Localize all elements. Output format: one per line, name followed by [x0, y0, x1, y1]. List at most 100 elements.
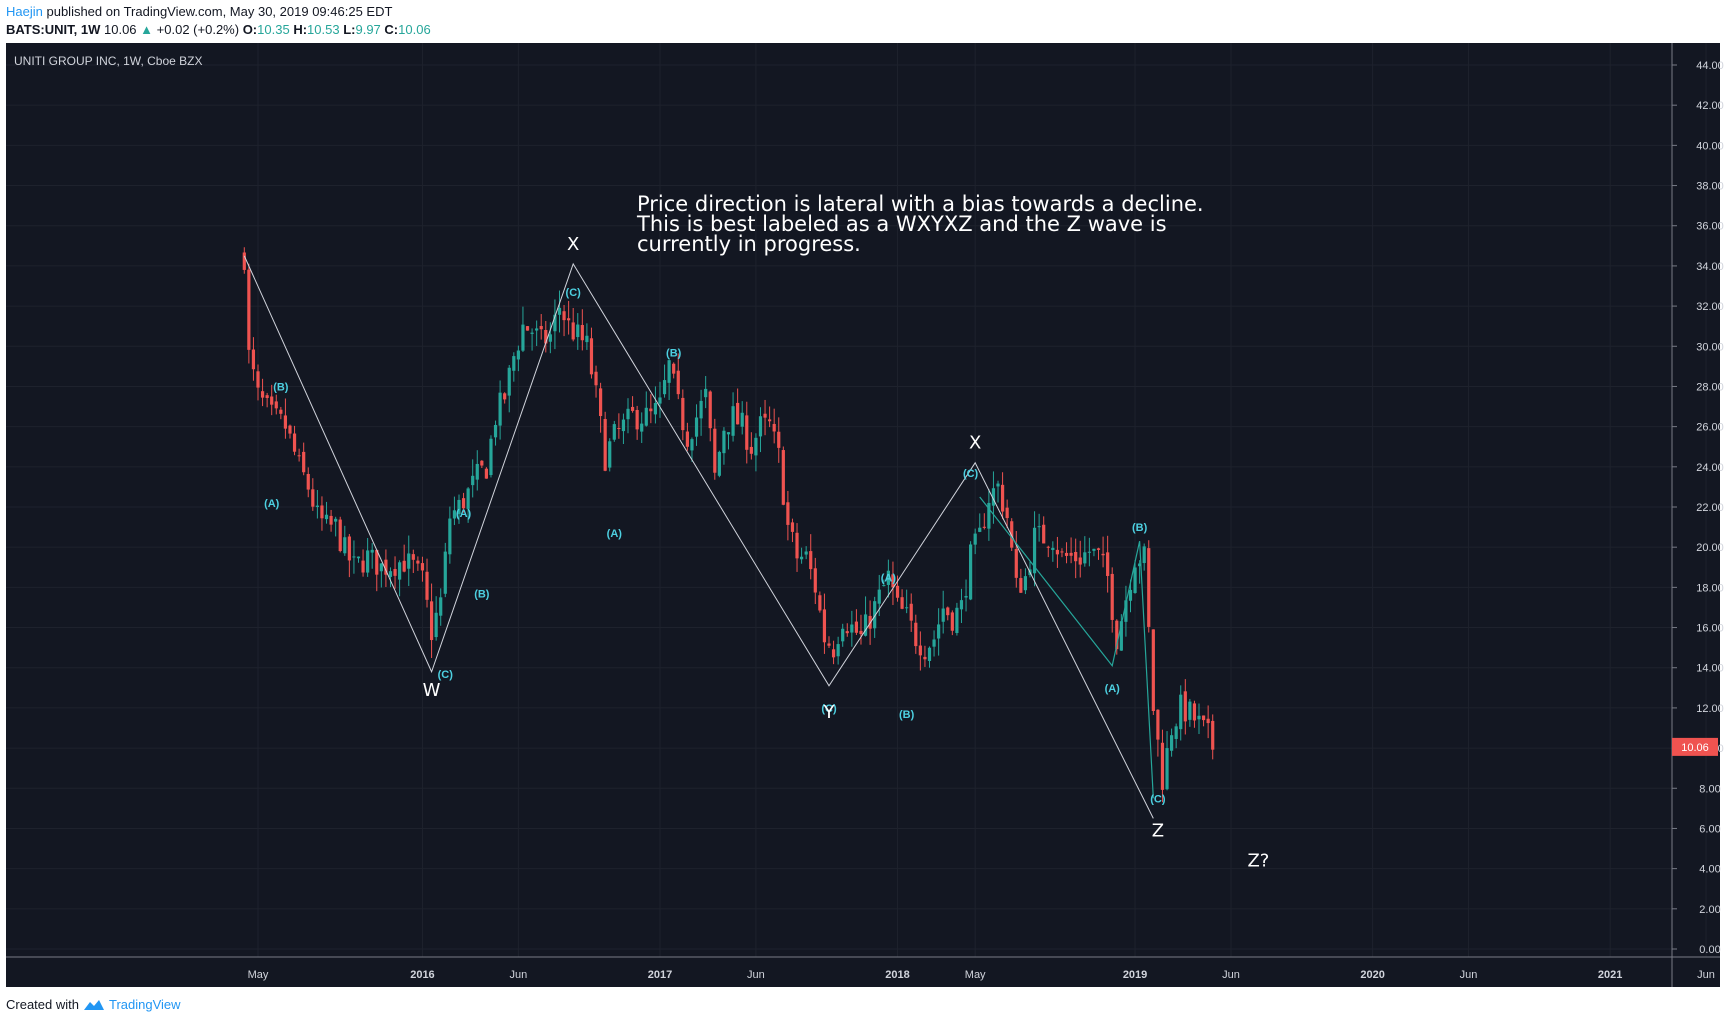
wave-label-large: X: [969, 433, 981, 454]
candle-body: [799, 556, 804, 560]
candle-body: [434, 612, 438, 638]
candle-body: [667, 360, 671, 383]
candle-body: [923, 656, 927, 660]
close-value: 10.06: [398, 22, 431, 37]
candle-body: [429, 601, 434, 641]
candle-body: [425, 571, 429, 600]
open-label: O:: [242, 22, 258, 37]
candle-body: [1032, 527, 1037, 574]
candle-body: [927, 647, 932, 661]
chart-title: UNITI GROUP INC, 1W, Cboe BZX: [14, 54, 202, 68]
candle-body: [1092, 548, 1096, 551]
wave-label-large: Z: [1152, 820, 1164, 841]
candle-body: [685, 431, 689, 447]
candle-body: [548, 334, 552, 342]
candle-body: [448, 518, 452, 555]
x-tick-label: 2016: [410, 969, 434, 981]
candle-body: [557, 307, 562, 315]
wave-label-small: (C): [963, 468, 979, 480]
candle-body: [329, 515, 333, 525]
candle-body: [292, 433, 297, 452]
candle-body: [270, 396, 274, 405]
candle-body: [452, 510, 457, 519]
candle-body: [950, 612, 954, 631]
wave-label-small: (C): [1150, 793, 1166, 805]
x-tick-label: 2018: [885, 969, 909, 981]
candle-body: [544, 329, 548, 344]
x-axis: May 2016 Jun 2017 Jun 2018 May 2019 Jun 2020 Jun 20…: [6, 956, 1720, 981]
candle-body: [1142, 546, 1146, 564]
candle-body: [713, 428, 717, 473]
candle-body: [256, 371, 260, 388]
candle-body: [1096, 548, 1101, 550]
candle-body: [247, 269, 251, 350]
x-tick-label: 2020: [1360, 969, 1384, 981]
publish-info: published on TradingView.com, May 30, 20…: [46, 4, 393, 19]
candle-body: [914, 622, 918, 647]
candle-body: [731, 406, 735, 436]
candle-body: [708, 391, 712, 429]
candle-body: [1165, 748, 1169, 790]
candle-body: [1106, 552, 1110, 576]
candle-body: [1133, 567, 1137, 593]
candle-body: [763, 413, 767, 418]
candle-body: [498, 392, 502, 426]
candle-body: [1042, 524, 1046, 544]
candle-body: [320, 505, 324, 519]
wave-label-small: (A): [456, 508, 472, 520]
candle-body: [1128, 589, 1133, 601]
candle-body: [841, 628, 845, 642]
candle-body: [1051, 547, 1055, 550]
candle-body: [672, 363, 676, 374]
candle-body: [886, 570, 890, 585]
wave-label-small: (C): [821, 703, 837, 715]
y-tick-label: 26.00: [1696, 422, 1724, 434]
candle-body: [347, 536, 351, 561]
candle-body: [704, 388, 708, 398]
candle-body: [1179, 694, 1183, 730]
candle-body: [905, 607, 909, 609]
y-tick-label: 4.00: [1699, 864, 1720, 876]
candle-body: [571, 322, 575, 340]
candle-body: [722, 430, 726, 454]
candle-body: [1110, 573, 1114, 620]
y-tick-label: 2.00: [1699, 904, 1720, 916]
wave-labels: (B) (A) (A) (B) (C) (C) (B) (A) (A) (C) (B) (C) (B) (…: [264, 234, 1269, 872]
candle-body: [991, 488, 996, 506]
y-tick-label: 38.00: [1696, 181, 1724, 193]
candle-body: [366, 550, 370, 573]
last-price: 10.06: [104, 22, 137, 37]
candle-body: [603, 418, 607, 471]
candle-body: [873, 601, 877, 629]
candle-body: [1192, 703, 1197, 721]
candle-body: [311, 489, 315, 507]
author-link[interactable]: Haejin: [6, 4, 43, 19]
y-tick-label: 22.00: [1696, 502, 1724, 514]
candle-body: [589, 338, 594, 375]
candle-body: [539, 326, 543, 330]
up-arrow-icon: ▲: [140, 22, 154, 37]
footer: Created with TradingView: [6, 997, 181, 1012]
high-label: H:: [293, 22, 308, 37]
candle-body: [516, 350, 520, 360]
candle-body: [315, 505, 319, 508]
candle-body: [338, 519, 342, 552]
tradingview-link[interactable]: TradingView: [108, 997, 181, 1012]
candle-body: [804, 551, 808, 555]
y-tick-label: 16.00: [1696, 623, 1724, 635]
x-tick-label: Jun: [510, 969, 528, 981]
candle-body: [274, 401, 278, 409]
candle-body: [768, 419, 772, 422]
candle-body: [786, 502, 790, 525]
candle-body: [265, 395, 269, 399]
candle-body: [576, 324, 580, 338]
candle-body: [690, 439, 694, 451]
candle-body: [471, 475, 475, 486]
candle-body: [809, 551, 813, 570]
tradingview-logo-icon: [83, 999, 104, 1010]
candle-body: [1087, 551, 1091, 553]
candle-body: [457, 499, 461, 515]
candle-body: [1078, 557, 1082, 565]
candle-body: [644, 407, 648, 426]
